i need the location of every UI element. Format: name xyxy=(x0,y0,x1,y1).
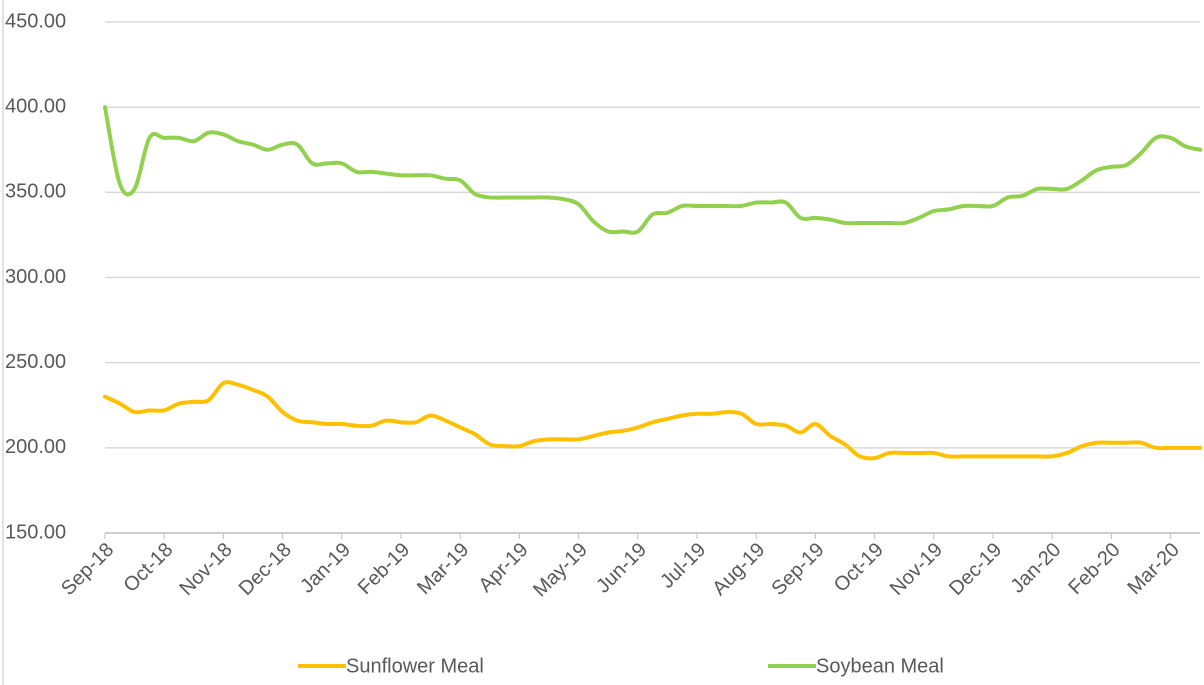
y-tick-label: 450.00 xyxy=(5,10,66,32)
x-tick-label: Nov-18 xyxy=(176,539,237,600)
x-tick-label: Sep-18 xyxy=(57,539,118,600)
x-tick-label: Feb-20 xyxy=(1064,539,1124,599)
x-tick-label: Feb-19 xyxy=(354,539,414,599)
x-tick-label: Oct-18 xyxy=(119,539,177,597)
x-tick-label: Dec-18 xyxy=(235,539,296,600)
series-line xyxy=(103,105,1203,235)
y-tick-label: 350.00 xyxy=(5,181,66,203)
y-tick-label: 400.00 xyxy=(5,95,66,117)
x-tick-label: Jan-19 xyxy=(296,539,355,598)
x-tick-label: Jul-19 xyxy=(656,539,710,593)
x-tick-label: Mar-20 xyxy=(1124,539,1184,599)
x-tick-label: Jun-19 xyxy=(592,539,651,598)
x-tick-label: Dec-19 xyxy=(945,539,1006,600)
x-tick-label: Jan-20 xyxy=(1007,539,1066,598)
x-tick-label: Apr-19 xyxy=(475,539,533,597)
y-tick-label: 200.00 xyxy=(5,436,66,458)
legend-label: Sunflower Meal xyxy=(346,655,484,677)
y-tick-label: 250.00 xyxy=(5,351,66,373)
x-tick-label: Oct-19 xyxy=(830,539,888,597)
x-tick-label: Mar-19 xyxy=(413,539,473,599)
x-tick-label: Sep-19 xyxy=(768,539,829,600)
legend-label: Soybean Meal xyxy=(816,655,944,677)
y-tick-label: 150.00 xyxy=(5,521,66,543)
x-tick-label: Nov-19 xyxy=(886,539,947,600)
y-tick-label: 300.00 xyxy=(5,266,66,288)
x-tick-label: Aug-19 xyxy=(708,539,769,600)
x-tick-label: May-19 xyxy=(529,539,592,602)
series-line xyxy=(103,380,1203,461)
